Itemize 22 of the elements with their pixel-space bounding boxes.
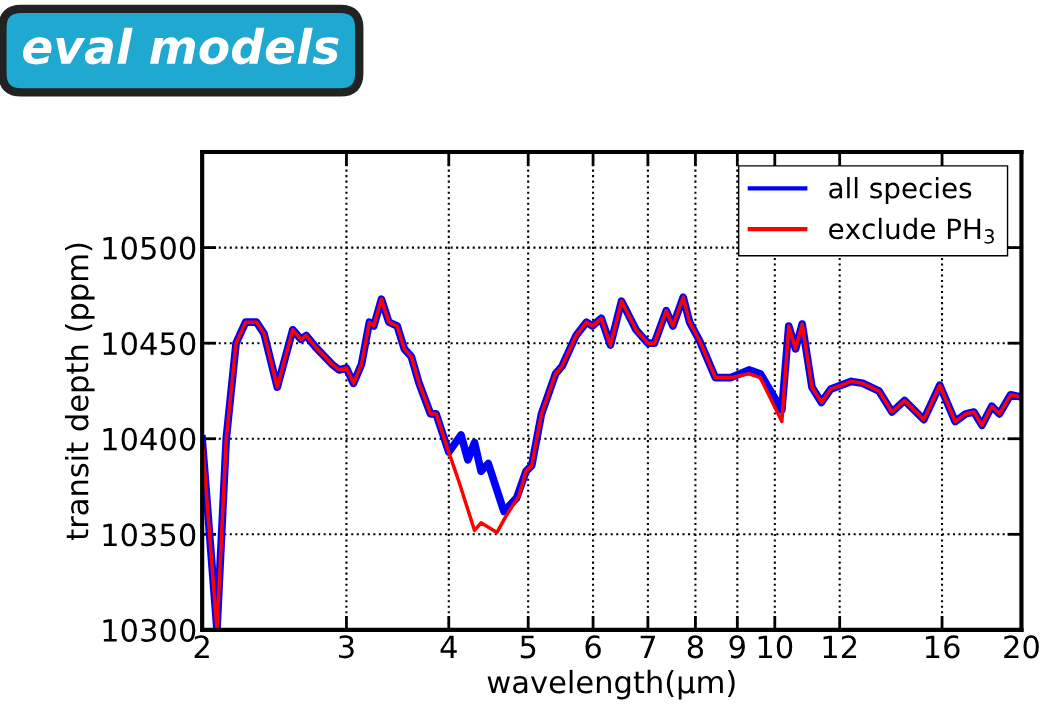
y-tick-label: 10300: [103, 618, 196, 642]
x-tick-label: 20: [1004, 635, 1039, 659]
y-axis-title: transit depth (ppm): [64, 243, 95, 541]
x-tick-label: 8: [687, 635, 704, 659]
x-tick-label: 6: [585, 635, 601, 659]
x-tick-label: 12: [823, 635, 857, 658]
y-tick-label: 10450: [103, 332, 196, 356]
x-tick-label: 9: [729, 635, 745, 659]
x-tick-label: 16: [925, 635, 960, 659]
y-tick-label: 10350: [103, 523, 196, 547]
x-tick-label: 7: [640, 635, 656, 658]
x-tick-label: 2: [194, 635, 209, 658]
x-axis-title: wavelength(μm): [487, 669, 735, 700]
x-tick-label: 10: [758, 635, 793, 659]
x-tick-label: 4: [440, 635, 457, 658]
x-tick-label: 3: [339, 635, 354, 659]
legend-label: all species: [829, 177, 972, 204]
text: eval models: [22, 27, 339, 65]
legend-label: exclude PH$_{3}$: [829, 217, 994, 244]
x-tick-label: 5: [520, 635, 536, 659]
y-tick-label: 10400: [103, 427, 196, 451]
y-tick-label: 10500: [103, 236, 196, 260]
